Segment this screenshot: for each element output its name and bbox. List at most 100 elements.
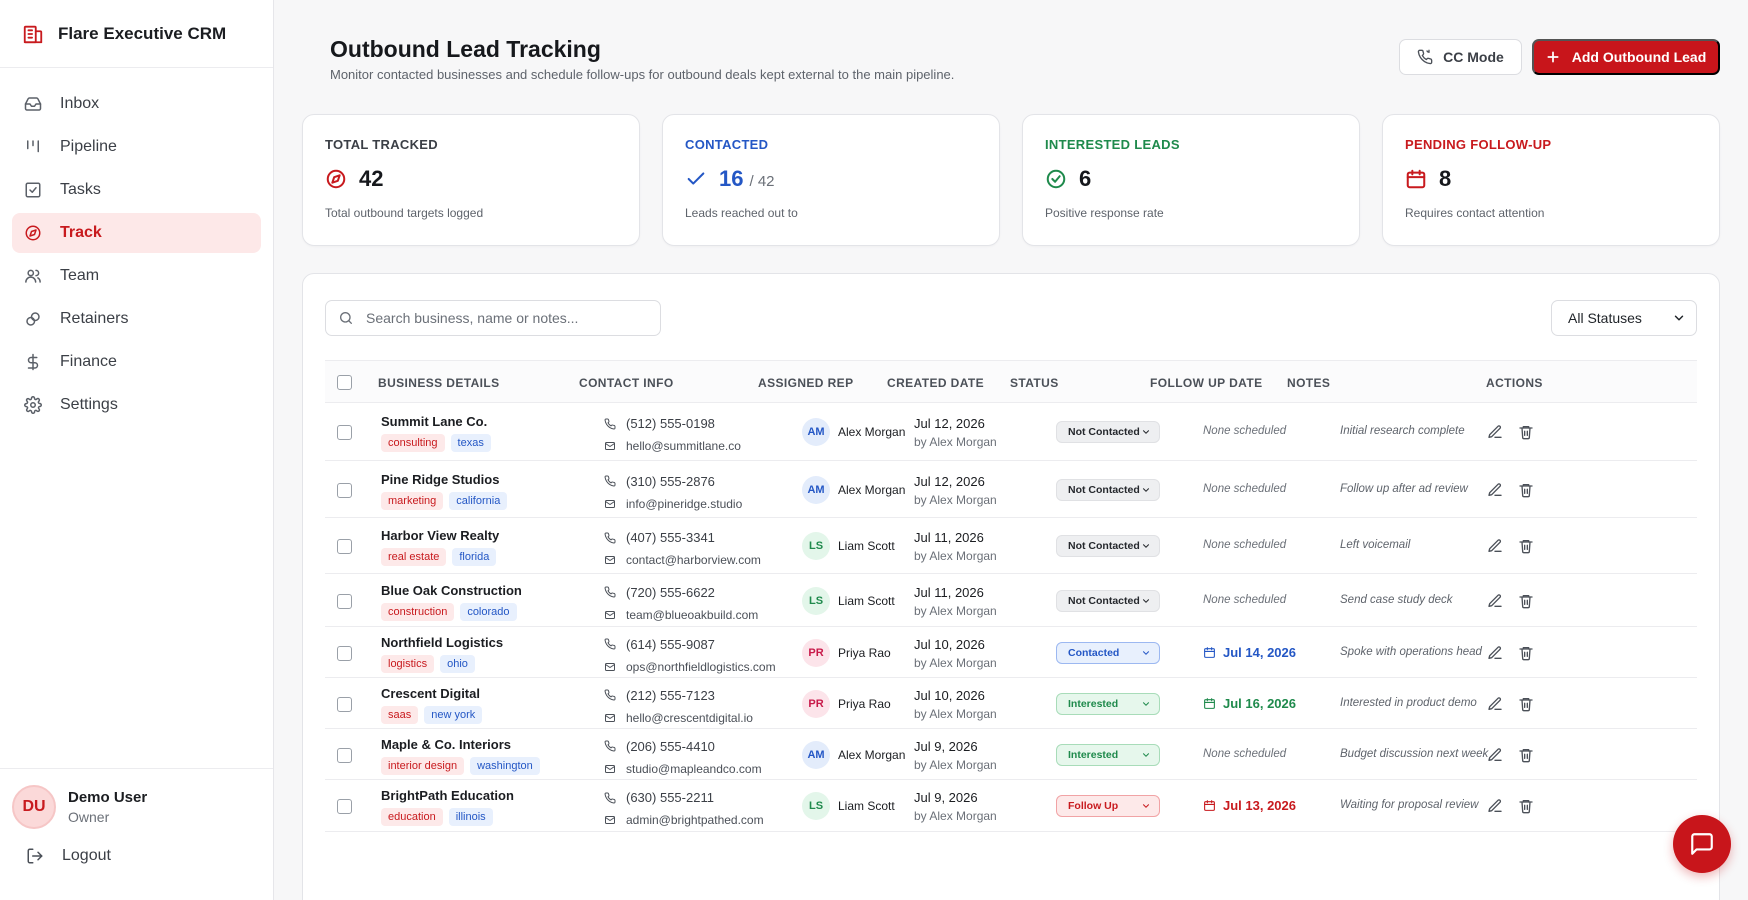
row-checkbox[interactable]	[337, 799, 352, 814]
assigned-rep: PR Priya Rao	[802, 689, 891, 718]
status-filter-select[interactable]: All Statuses	[1551, 300, 1697, 336]
edit-button[interactable]	[1487, 482, 1503, 498]
sidebar-item-retainers[interactable]: Retainers	[12, 299, 261, 339]
row-checkbox[interactable]	[337, 696, 352, 712]
stat-description: Total outbound targets logged	[325, 206, 484, 220]
business-tags: real estate florida	[381, 548, 497, 566]
table-row[interactable]: BrightPath Education education illinois (63…	[325, 780, 1697, 832]
status-dropdown[interactable]: Not Contacted	[1056, 478, 1160, 501]
mail-icon	[605, 764, 615, 773]
table-row[interactable]: Maple & Co. Interiors interior design wash…	[325, 729, 1697, 780]
business-tags: consulting texas	[381, 434, 491, 452]
table-row[interactable]: Blue Oak Construction construction colorad…	[325, 574, 1697, 627]
follow-up-date: None scheduled	[1203, 747, 1287, 760]
edit-button[interactable]	[1487, 593, 1503, 609]
sidebar-item-pipeline[interactable]: Pipeline	[12, 127, 261, 167]
delete-button[interactable]	[1518, 593, 1534, 609]
contact-phone: (206) 555-4410	[604, 739, 715, 754]
status-dropdown[interactable]: Follow Up	[1056, 795, 1160, 817]
mail-icon	[605, 499, 615, 508]
rep-name: Alex Morgan	[838, 482, 906, 497]
edit-button[interactable]	[1487, 696, 1503, 712]
assigned-rep: LS Liam Scott	[802, 532, 895, 560]
phone-number: (407) 555-3341	[626, 530, 715, 545]
sidebar-item-tasks[interactable]: Tasks	[12, 170, 261, 210]
table-row[interactable]: Northfield Logistics logistics ohio (614) 5…	[325, 627, 1697, 678]
stat-value: 16	[719, 166, 744, 191]
link-icon	[26, 312, 40, 326]
row-checkbox[interactable]	[337, 593, 352, 609]
delete-button[interactable]	[1518, 424, 1534, 440]
contact-phone: (310) 555-2876	[604, 474, 715, 489]
delete-button[interactable]	[1518, 538, 1534, 554]
logout-icon	[27, 848, 43, 864]
created-date: Jul 9, 2026 by Alex Morgan	[914, 790, 997, 823]
rep-name: Priya Rao	[838, 645, 891, 660]
edit-button[interactable]	[1487, 747, 1503, 763]
contact-phone: (407) 555-3341	[604, 530, 715, 545]
table-row[interactable]: Harbor View Realty real estate florida (407…	[325, 518, 1697, 574]
search-input[interactable]	[366, 310, 646, 326]
edit-button[interactable]	[1487, 645, 1503, 661]
status-value: Follow Up	[1068, 800, 1119, 812]
search-box[interactable]	[325, 300, 661, 336]
row-checkbox[interactable]	[337, 645, 352, 661]
sidebar-item-inbox[interactable]: Inbox	[12, 84, 261, 124]
chat-button[interactable]	[1673, 815, 1731, 873]
chat-bubble-icon	[1691, 833, 1713, 855]
trash-icon	[1519, 540, 1533, 554]
tag: education	[381, 808, 443, 826]
cc-mode-button[interactable]: CC Mode	[1399, 39, 1522, 75]
compass-icon	[326, 169, 346, 189]
contact-email: admin@brightpathed.com	[604, 813, 764, 827]
leads-table: BUSINESS DETAILS CONTACT INFO ASSIGNED REP…	[325, 360, 1697, 832]
row-checkbox[interactable]	[337, 747, 352, 763]
table-body: Summit Lane Co. consulting texas (512) 555-…	[325, 403, 1697, 832]
delete-button[interactable]	[1518, 747, 1534, 763]
table-row[interactable]: Crescent Digital saas new york (212) 555-71…	[325, 678, 1697, 729]
status-value: Contacted	[1068, 646, 1120, 659]
select-all-checkbox[interactable]	[337, 375, 352, 390]
delete-button[interactable]	[1518, 798, 1534, 814]
row-checkbox[interactable]	[337, 482, 352, 498]
column-header-assigned-rep: ASSIGNED REP	[758, 376, 854, 390]
business-name: Northfield Logistics	[381, 634, 504, 650]
row-checkbox[interactable]	[337, 539, 352, 554]
follow-up-date: None scheduled	[1203, 539, 1287, 551]
inbox-icon	[24, 97, 42, 111]
created-date: Jul 10, 2026 by Alex Morgan	[914, 688, 997, 721]
follow-up-date-value: Jul 13, 2026	[1223, 798, 1296, 813]
phone-icon	[604, 791, 616, 803]
edit-button[interactable]	[1487, 538, 1503, 554]
status-dropdown[interactable]: Not Contacted	[1056, 589, 1160, 612]
contact-email: hello@summitlane.co	[604, 439, 741, 453]
delete-button[interactable]	[1518, 482, 1534, 498]
sidebar-item-track[interactable]: Track	[12, 213, 261, 253]
calendar-icon	[1204, 646, 1215, 658]
status-dropdown[interactable]: Contacted	[1056, 641, 1160, 664]
edit-button[interactable]	[1487, 424, 1503, 440]
table-row[interactable]: Summit Lane Co. consulting texas (512) 555-…	[325, 403, 1697, 461]
delete-button[interactable]	[1518, 696, 1534, 712]
add-outbound-lead-button[interactable]: Add Outbound Lead	[1532, 39, 1720, 75]
edit-icon	[1488, 482, 1502, 496]
sidebar-item-team[interactable]: Team	[12, 256, 261, 296]
status-dropdown[interactable]: Not Contacted	[1056, 421, 1160, 443]
row-checkbox[interactable]	[337, 425, 352, 440]
status-dropdown[interactable]: Not Contacted	[1056, 535, 1160, 557]
edit-button[interactable]	[1487, 798, 1503, 814]
sidebar: Flare Executive CRM Inbox Pipeline Tasks Tr…	[0, 0, 274, 900]
status-dropdown[interactable]: Interested	[1056, 692, 1160, 715]
sidebar-item-settings[interactable]: Settings	[12, 385, 261, 425]
email-address: info@pineridge.studio	[626, 496, 743, 511]
status-dropdown[interactable]: Interested	[1056, 743, 1160, 766]
user-profile[interactable]: DU Demo User Owner	[0, 769, 273, 829]
delete-button[interactable]	[1518, 645, 1534, 661]
rep-avatar: PR	[802, 638, 830, 667]
status-value: Not Contacted	[1068, 594, 1140, 607]
rep-avatar: AM	[802, 740, 830, 769]
table-row[interactable]: Pine Ridge Studios marketing california (31…	[325, 461, 1697, 518]
sidebar-item-finance[interactable]: Finance	[12, 342, 261, 382]
app-title: Flare Executive CRM	[58, 23, 227, 43]
logout-button[interactable]: Logout	[0, 829, 273, 865]
